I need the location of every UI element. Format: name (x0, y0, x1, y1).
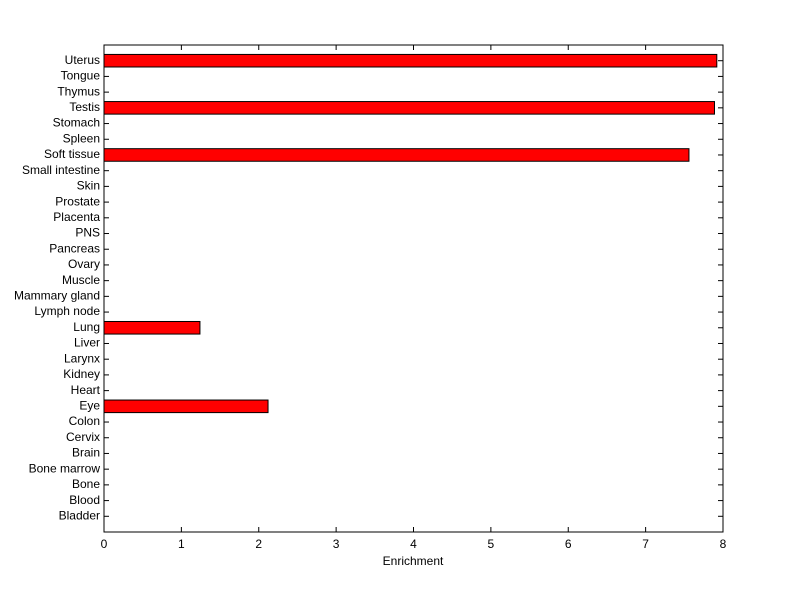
y-tick-label: Lung (73, 320, 100, 334)
y-tick-label: Ovary (68, 257, 100, 271)
y-tick-label: Spleen (63, 131, 100, 145)
x-tick-label: 0 (101, 537, 108, 551)
x-tick-label: 8 (720, 537, 727, 551)
y-tick-label: Testis (69, 100, 100, 114)
y-tick-label: Kidney (63, 367, 100, 381)
y-tick-label: Placenta (53, 210, 100, 224)
y-tick-label: Thymus (57, 84, 100, 98)
y-tick-label: Eye (79, 398, 100, 412)
y-tick-label: Stomach (53, 116, 100, 130)
bar (103, 53, 718, 68)
y-tick-label: Bone marrow (29, 461, 101, 475)
y-tick-label: Soft tissue (44, 147, 100, 161)
y-tick-label: Mammary gland (14, 289, 100, 303)
bar (103, 320, 201, 335)
y-tick-label: Muscle (62, 273, 100, 287)
x-axis-label: Enrichment (383, 554, 444, 568)
y-tick-label: Small intestine (22, 163, 100, 177)
x-tick-label: 1 (178, 537, 185, 551)
plot-area (103, 44, 724, 533)
y-tick-label: Brain (72, 446, 100, 460)
y-tick-label: Blood (69, 493, 100, 507)
y-tick-label: Colon (69, 414, 100, 428)
bar (103, 101, 715, 115)
x-tick-label: 3 (333, 537, 340, 551)
x-tick-label: 6 (565, 537, 572, 551)
x-tick-label: 2 (255, 537, 262, 551)
y-tick-label: Bladder (59, 508, 100, 522)
x-tick-label: 5 (488, 537, 495, 551)
y-tick-label: Prostate (55, 194, 100, 208)
y-tick-label: Liver (74, 336, 100, 350)
y-tick-label: PNS (75, 226, 100, 240)
y-tick-label: Heart (71, 383, 101, 397)
x-tick-label: 7 (642, 537, 649, 551)
bar (103, 399, 269, 414)
y-tick-label: Lymph node (34, 304, 100, 318)
y-tick-label: Cervix (66, 430, 100, 444)
bar (103, 148, 690, 162)
y-tick-label: Larynx (64, 351, 100, 365)
y-tick-label: Tongue (61, 69, 101, 83)
x-tick-label: 4 (410, 537, 417, 551)
y-tick-label: Pancreas (49, 241, 100, 255)
y-tick-label: Bone (72, 477, 100, 491)
y-tick-label: Uterus (65, 53, 100, 67)
y-tick-label: Skin (77, 179, 100, 193)
